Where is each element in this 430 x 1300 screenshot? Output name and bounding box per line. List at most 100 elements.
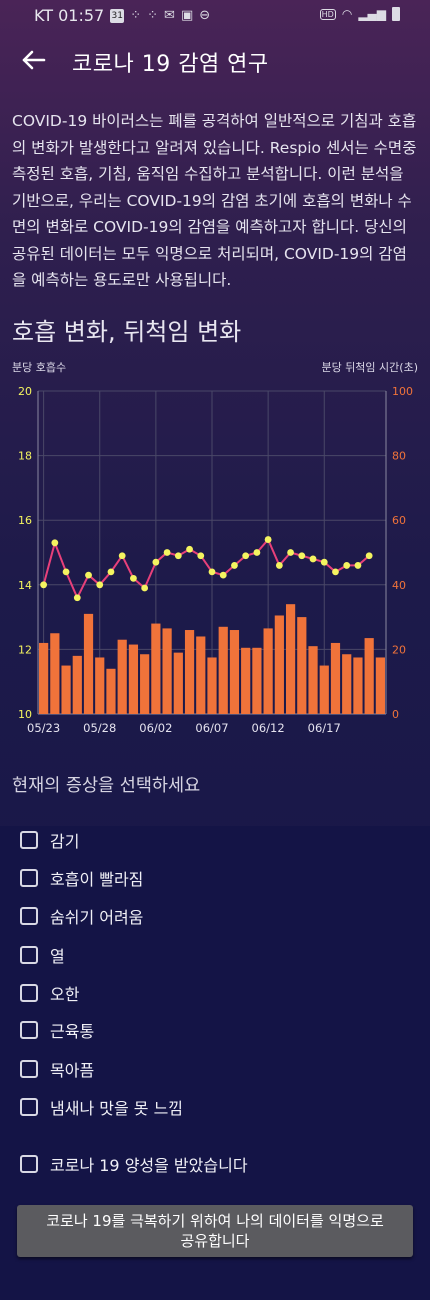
bar <box>184 630 195 714</box>
y-tick-right: 40 <box>392 579 406 592</box>
x-tick-label: 05/28 <box>83 721 116 735</box>
y-tick-left: 16 <box>18 514 32 527</box>
y-tick-left: 10 <box>18 708 32 721</box>
wifi-icon: ◠ <box>341 7 353 21</box>
checkbox-covid-positive[interactable]: 코로나 19 양성을 받았습니다 <box>20 1152 248 1176</box>
bar <box>353 657 363 714</box>
checkbox-sore-throat[interactable]: 목아픔 <box>20 1057 94 1081</box>
bar <box>151 623 161 714</box>
bar <box>252 647 262 714</box>
checkbox-label: 근육통 <box>50 1022 95 1041</box>
bar <box>364 638 374 714</box>
bar <box>106 668 116 714</box>
checkbox-cold[interactable]: 감기 <box>20 828 79 852</box>
checkbox-box[interactable] <box>20 907 38 925</box>
checkbox-label: 목아픔 <box>50 1061 95 1080</box>
signal-icon: ▂▄▆ <box>358 7 386 21</box>
status-right: HD ◠ ▂▄▆ <box>319 7 400 21</box>
grid-dots-icon-2: ⁘ <box>147 8 159 23</box>
checkbox-box[interactable] <box>20 1155 38 1173</box>
checkbox-box[interactable] <box>20 869 38 887</box>
do-not-disturb-icon: ⊖ <box>199 8 211 23</box>
checkbox-box[interactable] <box>20 1060 38 1078</box>
bar <box>162 628 172 714</box>
line-point <box>309 555 317 563</box>
bar <box>297 617 307 714</box>
bar <box>229 630 240 714</box>
bar <box>263 628 273 714</box>
bar <box>319 665 329 714</box>
bar <box>83 613 94 714</box>
line-point <box>242 552 250 560</box>
bar <box>285 604 296 714</box>
line-point <box>208 568 216 576</box>
mail-icon: ✉ <box>164 8 175 23</box>
hd-icon: HD <box>319 8 336 20</box>
y-tick-right: 0 <box>392 708 399 721</box>
bar <box>173 652 183 714</box>
bar <box>72 655 82 714</box>
line-point <box>298 552 306 560</box>
checkbox-box[interactable] <box>20 1098 38 1116</box>
line-point <box>264 536 272 543</box>
line-point <box>141 584 149 592</box>
bar <box>342 654 352 714</box>
line-point <box>197 552 205 560</box>
checkbox-box[interactable] <box>20 1021 38 1039</box>
calendar-icon: 31 <box>110 8 125 23</box>
checkbox-label: 코로나 19 양성을 받았습니다 <box>50 1156 248 1175</box>
y-tick-right: 20 <box>392 643 406 656</box>
checkbox-loss-of-smell-taste[interactable]: 냄새나 맛을 못 느낌 <box>20 1095 183 1119</box>
share-data-button[interactable]: 코로나 19를 극복하기 위하여 나의 데이터를 익명으로 공유합니다 <box>17 1205 413 1257</box>
checkbox-muscle-pain[interactable]: 근육통 <box>20 1018 94 1042</box>
y-tick-right: 60 <box>392 514 406 527</box>
checkbox-box[interactable] <box>20 831 38 849</box>
checkbox-box[interactable] <box>20 984 38 1002</box>
app-bar: 코로나 19 감염 연구 <box>0 36 430 92</box>
respiration-line <box>42 537 370 601</box>
carrier-time: KT 01:57 <box>34 6 105 25</box>
bar <box>308 646 318 714</box>
status-bar: KT 01:57 31 ⁘ ⁘ ✉ ▣ ⊖ HD ◠ ▂▄▆ <box>0 0 430 30</box>
bar <box>218 626 228 714</box>
x-tick-label: 06/02 <box>139 721 172 735</box>
checkbox-fever[interactable]: 열 <box>20 943 65 967</box>
checkbox-box[interactable] <box>20 946 38 964</box>
back-arrow-icon[interactable] <box>20 46 48 74</box>
y-axis-left-label: 분당 호흡수 <box>12 361 67 374</box>
y-axis-right-label: 분당 뒤척임 시간(초) <box>321 361 418 374</box>
line-point <box>62 568 70 576</box>
y-tick-left: 12 <box>18 643 32 656</box>
bar <box>274 615 284 714</box>
bar <box>117 639 127 714</box>
status-left: KT 01:57 31 ⁘ ⁘ ✉ ▣ ⊖ <box>34 6 210 25</box>
checkbox-label: 열 <box>50 947 65 966</box>
checkbox-label: 숨쉬기 어려움 <box>50 908 144 927</box>
respiration-chart: 10 12 14 16 18 20 0 20 40 60 80 100 05/23 05/28 06/02 0… <box>18 385 413 735</box>
line-point <box>186 545 193 553</box>
y-tick-right: 80 <box>392 450 406 463</box>
line-point <box>287 549 294 556</box>
line-point <box>73 594 81 602</box>
checkbox-breathing-difficulty[interactable]: 숨쉬기 어려움 <box>20 904 143 928</box>
line-point <box>219 571 227 579</box>
checkbox-rapid-breathing[interactable]: 호흡이 빨라짐 <box>20 866 143 890</box>
bar <box>95 657 105 714</box>
line-point <box>343 562 351 569</box>
battery-icon <box>392 7 400 21</box>
image-icon: ▣ <box>180 8 194 23</box>
line-point <box>40 581 48 589</box>
line-point <box>275 562 283 569</box>
line-point <box>107 568 115 576</box>
grid-dots-icon: ⁘ <box>130 8 142 23</box>
checkbox-chills[interactable]: 오한 <box>20 981 79 1005</box>
y-tick-left: 18 <box>18 450 32 463</box>
line-point <box>253 549 261 556</box>
bar <box>61 665 71 714</box>
x-tick-label: 06/17 <box>308 721 341 735</box>
checkbox-label: 감기 <box>50 832 80 851</box>
y-tick-left: 20 <box>18 385 32 398</box>
line-point <box>118 552 126 560</box>
y-tick-right: 100 <box>392 385 413 398</box>
bar <box>330 642 341 714</box>
